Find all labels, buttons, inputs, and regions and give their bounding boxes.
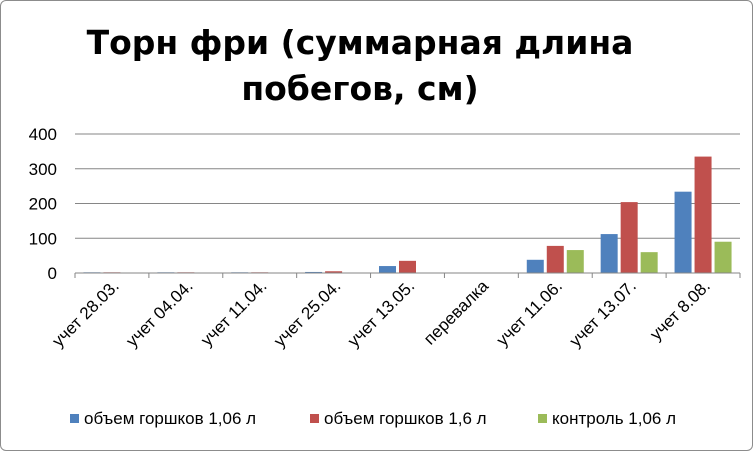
legend-label: объем горшков 1,06 л	[84, 409, 257, 428]
bar	[600, 234, 618, 273]
x-tick-label: учет 28.03.	[49, 276, 123, 350]
y-tick-label: 400	[29, 125, 57, 144]
x-tick-label: учет 04.04.	[122, 276, 196, 350]
bar	[305, 271, 323, 273]
chart-title-line-1: Торн фри (суммарная длина	[86, 23, 634, 62]
legend-swatch	[70, 414, 79, 423]
legend-label: объем горшков 1,6 л	[324, 409, 487, 428]
bar	[526, 259, 544, 273]
bar	[325, 271, 343, 273]
bar	[714, 241, 732, 273]
y-tick-label: 300	[29, 160, 57, 179]
legend-item-series-2: объем горшков 1,6 л	[310, 409, 487, 429]
legend-item-series-1: объем горшков 1,06 л	[70, 409, 256, 429]
x-tick-label: учет 11.04.	[197, 276, 270, 349]
legend-swatch	[538, 414, 547, 423]
y-tick-label: 200	[29, 195, 57, 214]
x-tick-label: перевалка	[420, 276, 493, 349]
y-tick-label: 100	[29, 229, 57, 248]
bar	[694, 156, 712, 273]
x-tick-label: учет 13.07.	[566, 276, 640, 350]
legend: объем горшков 1,06 л объем горшков 1,6 л…	[60, 409, 740, 431]
bar	[379, 266, 396, 273]
x-tick-label: учет 8.08.	[646, 276, 714, 344]
bar	[566, 250, 584, 273]
chart-title-line-2: побегов, см)	[241, 69, 479, 108]
legend-swatch	[310, 414, 319, 423]
bar	[640, 252, 658, 273]
x-tick-label: учет 25.04.	[270, 276, 344, 350]
bar	[546, 245, 564, 273]
legend-label: контроль 1,06 л	[552, 409, 677, 428]
y-tick-label: 0	[48, 264, 57, 283]
chart-title: Торн фри (суммарная длина побегов, см)	[70, 20, 650, 112]
bar	[674, 191, 692, 273]
legend-item-series-3: контроль 1,06 л	[538, 409, 676, 429]
bar	[620, 202, 638, 273]
x-tick-label: учет 13.05.	[344, 276, 418, 350]
x-tick-label: учет 11.06.	[493, 276, 566, 349]
bar	[399, 260, 416, 273]
